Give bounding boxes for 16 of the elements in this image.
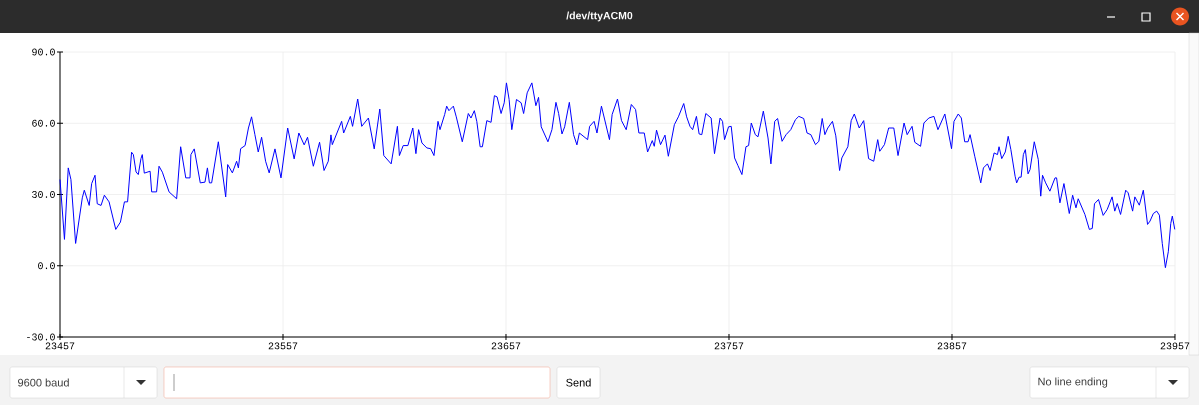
line-series <box>59 82 1176 269</box>
text: No line ending <box>1038 377 1108 388</box>
text: 9600 baud <box>18 378 69 387</box>
x-tick-label: 23457 <box>45 342 75 350</box>
y-tick-label: 90.0 <box>32 48 55 56</box>
y-tick-label: 30.0 <box>32 191 55 198</box>
x-tick-label: 23857 <box>937 342 967 350</box>
y-tick-label: 0.0 <box>38 262 55 270</box>
x-tick-label: 23557 <box>268 342 298 350</box>
y-tick-label: -30.0 <box>27 333 55 341</box>
y-tick-label: 60.0 <box>32 119 55 127</box>
chart-title: /dev/ttyACM0 <box>566 11 633 22</box>
x-tick-label: 23757 <box>714 342 744 350</box>
x-tick-label: 23657 <box>491 342 521 350</box>
x-tick-label: 23957 <box>1160 342 1190 350</box>
text: Send <box>566 378 591 387</box>
